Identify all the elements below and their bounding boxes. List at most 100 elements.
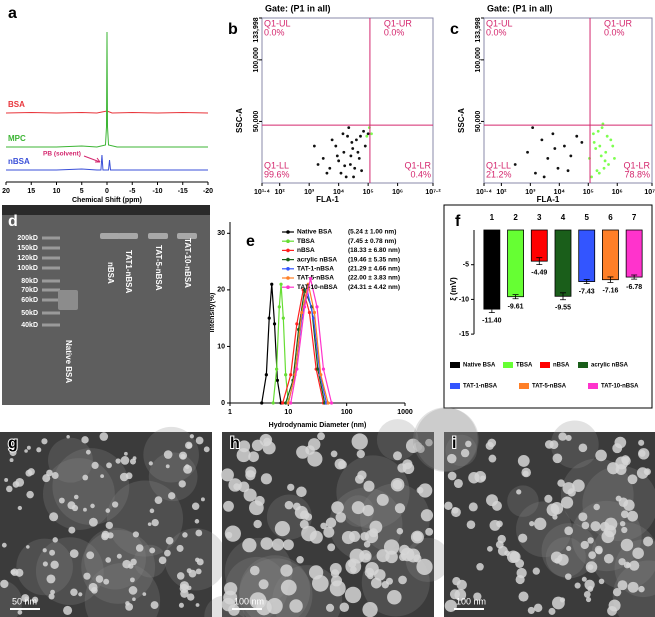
particle: [296, 486, 307, 498]
quadrant-percent: 78.8%: [624, 169, 650, 179]
particle: [486, 494, 499, 507]
quadrant-percent: 99.6%: [264, 169, 290, 179]
quadrant-percent: 0.4%: [410, 169, 431, 179]
particle: [562, 482, 575, 495]
particle: [101, 532, 109, 541]
point: [563, 144, 566, 148]
y-tick-label: 133,998: [475, 17, 482, 42]
point: [551, 132, 555, 136]
particle: [566, 545, 572, 552]
particle: [418, 483, 433, 498]
point: [271, 401, 275, 405]
particle: [17, 609, 23, 615]
particle: [364, 529, 379, 544]
particle: [307, 451, 323, 467]
particle: [83, 572, 91, 580]
point: [275, 378, 280, 382]
category-label: 2: [513, 213, 518, 222]
point: [321, 367, 326, 371]
legend-name: TAT-1-nBSA: [463, 384, 498, 390]
x-tick-label: 5: [80, 188, 84, 195]
point: [595, 169, 599, 173]
micrograph-haze: [84, 563, 161, 617]
particle: [451, 507, 461, 518]
series-line: [6, 31, 208, 148]
particle: [122, 559, 131, 569]
particle: [370, 577, 382, 589]
particle: [223, 500, 234, 512]
quadrant-percent: 21.2%: [486, 169, 512, 179]
annotation: PB (solvent): [43, 151, 81, 158]
legend-name: TAT-1-nBSA: [297, 266, 334, 273]
particle: [90, 503, 95, 509]
particle: [607, 462, 620, 475]
particle: [107, 532, 114, 539]
particle: [548, 607, 556, 615]
point: [349, 154, 353, 158]
particle: [180, 453, 186, 460]
point: [272, 322, 277, 326]
legend-name: TBSA: [297, 238, 315, 245]
micrograph-haze: [148, 452, 198, 502]
particle: [620, 510, 629, 519]
gel-band: [100, 233, 120, 239]
particle: [552, 596, 565, 610]
point: [542, 175, 546, 179]
ladder-label: 60kD: [21, 297, 38, 304]
particle: [225, 531, 233, 539]
lane-label: Native BSA: [64, 340, 73, 383]
particle: [195, 568, 202, 575]
point: [556, 166, 560, 170]
y-tick-label: 133,998: [253, 17, 260, 42]
particle: [42, 561, 48, 567]
point: [328, 166, 332, 170]
quadrant-name: Q1-UL: [264, 18, 291, 28]
point: [366, 132, 370, 136]
particle: [69, 549, 79, 558]
particle: [552, 453, 563, 464]
particle: [115, 458, 121, 464]
particle: [558, 432, 567, 441]
particle: [598, 578, 605, 585]
ladder-band: [42, 311, 60, 315]
gel-band: [118, 233, 138, 239]
particle: [627, 581, 639, 593]
ladder-label: 200kD: [17, 235, 38, 242]
particle: [179, 581, 189, 591]
particle: [497, 534, 506, 544]
particle: [82, 474, 89, 481]
x-tick-label: 1: [228, 409, 232, 416]
y-tick-label: 100,000: [253, 47, 260, 72]
x-tick-label: 10⁷·²: [644, 189, 655, 196]
point: [300, 310, 304, 315]
quadrant-name: Q1-UR: [384, 18, 413, 28]
x-tick-label: 10: [284, 409, 292, 416]
category-label: 7: [632, 213, 637, 222]
error-bar: [631, 274, 638, 280]
particle: [1, 542, 7, 548]
particle: [476, 563, 484, 571]
particle: [629, 560, 640, 571]
particle: [518, 591, 529, 602]
point: [363, 144, 367, 148]
micrograph-haze: [47, 437, 93, 483]
particle: [590, 521, 601, 532]
particle: [348, 530, 361, 542]
series-label: nBSA: [8, 157, 30, 166]
lane-label: TAT-10-nBSA: [183, 238, 192, 288]
particle: [91, 461, 99, 470]
legend-name: Native BSA: [463, 363, 496, 369]
particle: [99, 432, 109, 441]
point: [553, 147, 557, 150]
point: [596, 129, 600, 133]
particle: [330, 450, 338, 458]
legend-name: TAT-5-nBSA: [532, 384, 567, 390]
x-tick-label: 10⁶: [392, 189, 403, 196]
quadrant-name: Q1-LL: [486, 160, 511, 170]
x-tick-label: 15: [27, 188, 35, 195]
legend-swatch: [540, 362, 550, 368]
point: [569, 154, 573, 158]
particle: [601, 530, 615, 544]
particle: [532, 567, 540, 575]
particle: [125, 472, 133, 480]
